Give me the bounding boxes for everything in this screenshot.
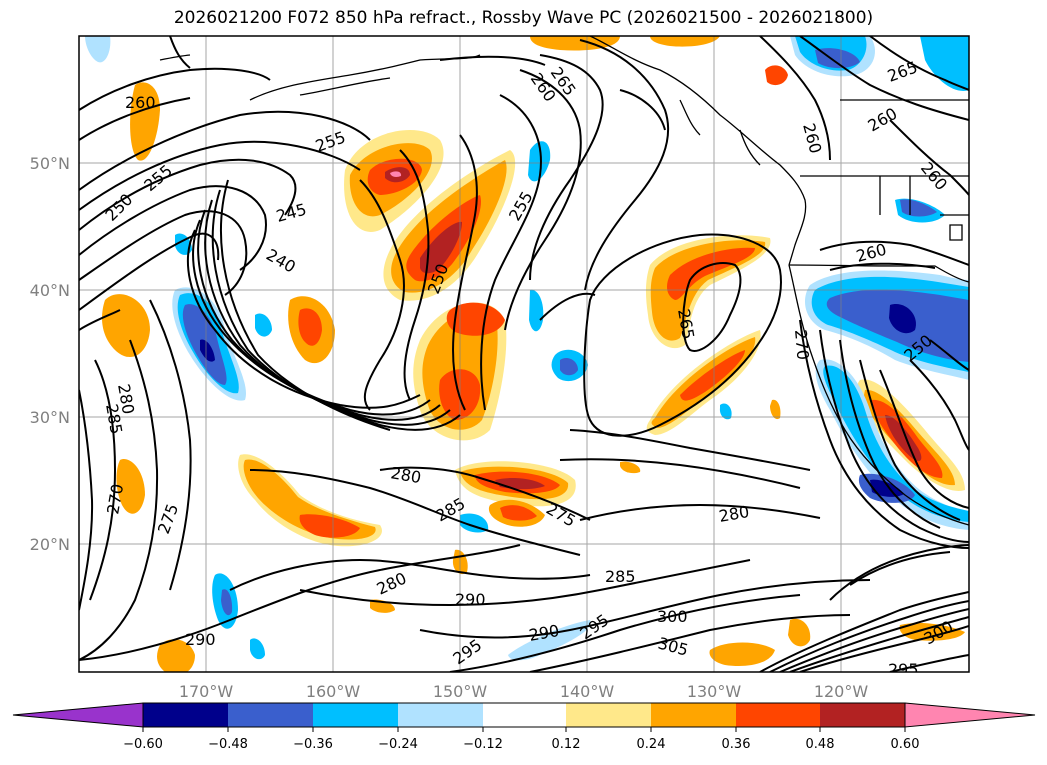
colorbar-tick-label: −0.36 xyxy=(293,737,333,752)
positive-anomaly-patch xyxy=(650,36,720,47)
positive-anomaly-patch xyxy=(102,294,150,358)
colorbar-tick-label: −0.24 xyxy=(378,737,418,752)
negative-anomaly-patch xyxy=(255,313,272,337)
lon-label-170w: 170°W xyxy=(179,682,234,701)
colorbar-tick-label: 0.48 xyxy=(806,737,835,752)
colorbar-ticks xyxy=(142,727,906,732)
longitude-labels: 170°W 160°W 150°W 140°W 130°W 120°W xyxy=(179,682,869,701)
positive-anomaly-patch xyxy=(788,618,811,647)
positive-anomaly-patch xyxy=(709,642,775,667)
positive-anomaly-patch xyxy=(390,171,402,177)
contour-label: 270 xyxy=(791,329,813,361)
colorbar-tick-label: 0.60 xyxy=(891,737,920,752)
lon-label-150w: 150°W xyxy=(433,682,488,701)
positive-anomaly-patch xyxy=(116,459,145,514)
colorbar-tick-label: −0.12 xyxy=(463,737,503,752)
negative-anomaly-patch xyxy=(529,289,544,332)
colorbar-extend-low xyxy=(12,702,144,728)
colorbar-frame xyxy=(142,702,906,728)
colorbar-segment xyxy=(313,703,398,727)
negative-anomaly-patch xyxy=(528,141,551,182)
contour-label: 295 xyxy=(888,660,919,679)
colorbar-tick-label: 0.12 xyxy=(552,737,581,752)
positive-anomaly-patch xyxy=(299,514,360,538)
negative-anomaly-patch xyxy=(870,479,904,497)
lon-label-130w: 130°W xyxy=(687,682,742,701)
map-plot-area: 260 255 250 245 240 255 250 255 260 265 … xyxy=(79,36,969,679)
contour-label: 290 xyxy=(455,590,486,609)
negative-anomaly-patch xyxy=(900,199,937,217)
positive-anomaly-patch xyxy=(899,622,965,641)
positive-anomaly-patch xyxy=(446,302,505,336)
positive-anomaly-patch xyxy=(885,415,922,462)
negative-anomaly-patch xyxy=(221,589,233,616)
refractivity-contours xyxy=(79,36,969,672)
colorbar-tick-label: −0.48 xyxy=(208,737,248,752)
colorbar-segment xyxy=(228,703,313,727)
colorbar-segment xyxy=(483,703,566,727)
negative-anomaly-patch xyxy=(815,48,860,69)
positive-anomaly-patch xyxy=(500,505,537,521)
positive-anomaly-patch xyxy=(130,82,160,161)
map-frame xyxy=(78,35,970,673)
colorbar-segment xyxy=(736,703,820,727)
negative-anomaly-patch xyxy=(200,339,215,362)
colorbar-segment xyxy=(143,703,228,727)
positive-anomaly-patch xyxy=(420,221,462,274)
negative-anomaly-patch xyxy=(920,36,969,91)
colorbar-segment xyxy=(651,703,736,727)
contour-label: 285 xyxy=(605,567,636,586)
negative-anomaly-patch xyxy=(823,365,969,522)
negative-anomaly-patch xyxy=(560,358,578,376)
lat-label-30n: 30°N xyxy=(30,408,70,427)
map-title: 2026021200 F072 850 hPa refract., Rossby… xyxy=(173,8,874,28)
lon-label-140w: 140°W xyxy=(560,682,615,701)
graticule xyxy=(79,36,969,672)
colorbar-tick-label: 0.24 xyxy=(637,737,666,752)
contour-label: 260 xyxy=(125,93,156,112)
positive-anomaly-patch xyxy=(770,399,781,420)
lat-label-40n: 40°N xyxy=(30,281,70,300)
negative-anomaly-patch xyxy=(250,638,265,660)
lat-label-50n: 50°N xyxy=(30,154,70,173)
positive-anomaly-patch xyxy=(243,459,376,540)
colorbar-segment xyxy=(398,703,483,727)
positive-anomaly-patch xyxy=(157,639,195,672)
positive-anomaly-patch xyxy=(667,247,755,300)
lon-label-160w: 160°W xyxy=(306,682,361,701)
contour-label: 290 xyxy=(185,630,216,649)
colorbar-segment xyxy=(566,703,651,727)
colorbar-extend-high xyxy=(904,702,1036,728)
contour-label: 300 xyxy=(657,607,688,626)
lat-label-20n: 20°N xyxy=(30,535,70,554)
negative-anomaly-patch xyxy=(719,403,732,420)
positive-anomaly-patch xyxy=(765,65,788,86)
latitude-labels: 50°N 40°N 30°N 20°N xyxy=(30,154,70,554)
colorbar-tick-label: 0.36 xyxy=(722,737,751,752)
negative-anomaly-patch xyxy=(85,36,111,63)
colorbar: −0.60 −0.48 −0.36 −0.24 −0.12 0.12 0.24 … xyxy=(12,702,1036,752)
lon-label-120w: 120°W xyxy=(814,682,869,701)
positive-anomaly-patch xyxy=(620,461,641,474)
colorbar-tick-label: −0.60 xyxy=(123,737,163,752)
negative-anomaly-patch xyxy=(889,304,916,334)
positive-anomaly-patch xyxy=(680,350,745,401)
colorbar-segment xyxy=(820,703,905,727)
positive-anomaly-patch xyxy=(298,308,322,346)
